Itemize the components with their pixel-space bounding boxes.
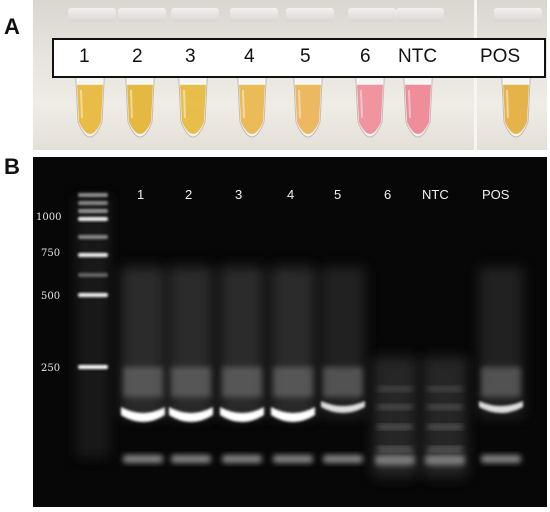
ladder-band	[78, 235, 108, 239]
tube-cap	[230, 8, 278, 22]
lane-haze	[481, 367, 521, 397]
lane-label-4: 4	[287, 187, 295, 202]
tube-cap	[68, 8, 116, 22]
tube-cap	[396, 8, 444, 22]
ladder-band	[78, 293, 108, 297]
faint-band	[377, 405, 413, 409]
lane-label-1: 1	[137, 187, 145, 202]
product-band	[271, 407, 315, 422]
tube-ntc	[401, 61, 435, 148]
lane-haze	[123, 367, 163, 397]
ladder-band	[78, 209, 108, 213]
tube-cap	[118, 8, 166, 22]
faint-band	[427, 405, 463, 409]
ladder-size-250: 250	[41, 363, 61, 374]
primer-dimer-band	[323, 455, 363, 463]
tube-2	[123, 61, 157, 148]
ladder-band	[78, 201, 108, 205]
lane-label-2: 2	[185, 187, 193, 202]
tube-5	[291, 61, 325, 148]
tube-1	[73, 61, 107, 148]
faint-band	[427, 447, 463, 451]
tube-4	[235, 61, 269, 148]
product-band	[121, 407, 165, 422]
tube-label-3: 3	[185, 46, 196, 67]
lane-label-ntc: NTC	[422, 187, 449, 202]
tube-pos	[499, 61, 533, 148]
primer-dimer-band	[425, 455, 465, 465]
tube-cap	[494, 8, 542, 22]
ladder-smear	[76, 197, 110, 457]
tube-label-pos: POS	[480, 46, 521, 67]
agarose-gel: 1000 750 500 250 1 2 3 4 5 6 NTC POS	[33, 157, 547, 507]
faint-band	[427, 425, 463, 429]
product-band	[479, 401, 523, 413]
ladder-band	[78, 365, 108, 369]
lane-haze	[273, 367, 313, 397]
panel-a-letter: A	[4, 14, 20, 39]
tube-label-6: 6	[360, 46, 371, 67]
gel-image	[76, 193, 523, 477]
ladder-band	[78, 253, 108, 257]
lane-haze	[222, 367, 262, 397]
lane-label-6: 6	[384, 187, 392, 202]
tube-3	[176, 61, 210, 148]
primer-dimer-band	[222, 455, 262, 463]
tube-label-4: 4	[244, 46, 255, 67]
ladder-size-750: 750	[41, 248, 61, 259]
lane-label-3: 3	[235, 187, 243, 202]
faint-band	[377, 425, 413, 429]
tube-label-2: 2	[132, 46, 143, 67]
faint-band	[427, 387, 463, 391]
faint-band	[377, 447, 413, 451]
lane-haze	[171, 367, 211, 397]
tube-6	[353, 61, 387, 148]
lane-label-5: 5	[334, 187, 342, 202]
primer-dimer-band	[171, 455, 211, 463]
faint-band	[377, 387, 413, 391]
tube-cap	[171, 8, 219, 22]
product-band	[321, 401, 365, 413]
primer-dimer-band	[123, 455, 163, 463]
tube-label-5: 5	[300, 46, 311, 67]
product-band	[220, 407, 264, 422]
tube-label-1: 1	[79, 46, 90, 67]
tube-label-box: 1 2 3 4 5 6 NTC POS	[52, 38, 546, 78]
primer-dimer-band	[273, 455, 313, 463]
tube-label-ntc: NTC	[398, 46, 438, 67]
ladder-band	[78, 273, 108, 277]
ladder-band	[78, 193, 108, 197]
ladder-band	[78, 217, 108, 221]
panel-b-letter: B	[4, 154, 20, 179]
tube-cap	[286, 8, 334, 22]
lane-label-pos: POS	[482, 187, 510, 202]
lane-haze	[323, 367, 363, 397]
ladder-size-1000: 1000	[36, 212, 62, 223]
tube-cap	[348, 8, 396, 22]
primer-dimer-band	[375, 455, 415, 465]
product-band	[169, 407, 213, 422]
ladder-size-500: 500	[41, 291, 61, 302]
primer-dimer-band	[481, 455, 521, 463]
